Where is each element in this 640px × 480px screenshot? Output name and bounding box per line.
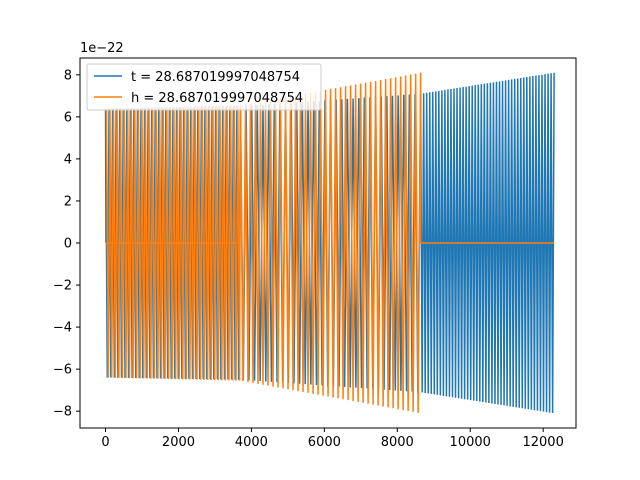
x-tick-label: 0 bbox=[101, 435, 109, 450]
legend-label-h: h = 28.687019997048754 bbox=[131, 91, 303, 106]
x-tick-label: 8000 bbox=[381, 435, 414, 450]
y-tick-label: 0 bbox=[64, 237, 72, 252]
x-tick-label: 12000 bbox=[522, 435, 563, 450]
x-tick-label: 6000 bbox=[308, 435, 341, 450]
ticks-layer: 0 2000 4000 6000 8000 10000 12000 −8 −6 −4 −2 0 2 4 6 8 bbox=[53, 68, 564, 450]
legend-frame bbox=[86, 63, 322, 111]
y-tick-label: 6 bbox=[64, 110, 72, 125]
x-tick-label: 10000 bbox=[450, 435, 491, 450]
y-tick-label: 4 bbox=[64, 152, 72, 167]
y-tick-label: −2 bbox=[53, 279, 72, 294]
y-tick-label: 8 bbox=[64, 68, 72, 83]
y-tick-label: −4 bbox=[53, 321, 72, 336]
y-tick-label: −6 bbox=[53, 363, 72, 378]
x-tick-label: 4000 bbox=[235, 435, 268, 450]
legend: t = 28.687019997048754 h = 28.6870199970… bbox=[86, 63, 322, 111]
y-tick-label: −8 bbox=[53, 405, 72, 420]
series-line-h bbox=[105, 72, 555, 413]
legend-label-t: t = 28.687019997048754 bbox=[131, 70, 300, 85]
series-layer bbox=[104, 72, 555, 414]
x-tick-label: 2000 bbox=[162, 435, 195, 450]
y-offset-label: 1e−22 bbox=[80, 41, 124, 56]
y-tick-label: 2 bbox=[64, 194, 72, 209]
